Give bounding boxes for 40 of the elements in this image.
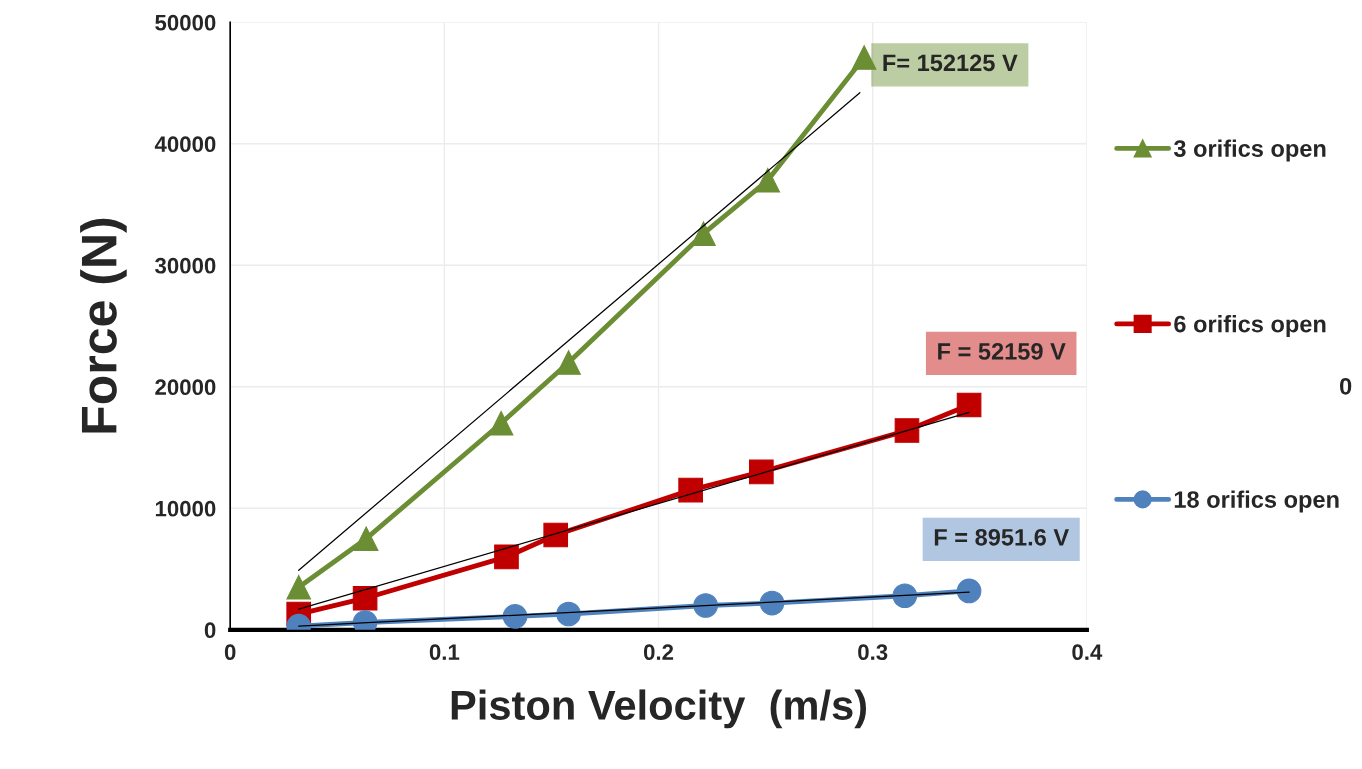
- y-tick-label: 20000: [155, 379, 216, 396]
- point: [851, 45, 877, 70]
- point: [956, 392, 982, 418]
- y-axis-title: Force (N): [80, 218, 127, 433]
- point: [286, 574, 312, 600]
- annotation: F = 8951.6 V: [934, 528, 1069, 546]
- y-tick-label: 10000: [155, 500, 216, 517]
- x-tick-label: 0.2: [643, 644, 674, 661]
- legend-label: 6 orifics open: [1174, 315, 1326, 338]
- point: [749, 459, 774, 485]
- point: [502, 604, 528, 629]
- point: [755, 167, 781, 193]
- y-tick-label: 0: [204, 622, 216, 639]
- point: [352, 585, 378, 611]
- point: [556, 601, 581, 627]
- point: [693, 593, 718, 618]
- y-tick-label: 50000: [155, 14, 216, 31]
- point: [678, 477, 703, 503]
- point: [691, 221, 716, 247]
- y-tick-label: 30000: [155, 257, 216, 274]
- x-tick-label: 0.3: [858, 644, 888, 661]
- point: [759, 590, 785, 616]
- point: [543, 522, 569, 548]
- point: [894, 418, 920, 443]
- point: [488, 410, 514, 436]
- text: 0: [1340, 377, 1352, 395]
- legend-label: 18 orifics open: [1174, 490, 1339, 513]
- x-tick-label: 0: [224, 644, 236, 661]
- point: [353, 526, 379, 552]
- point: [556, 350, 581, 375]
- point: [956, 578, 982, 604]
- x-tick-label: 0.4: [1072, 644, 1103, 661]
- point: [892, 583, 918, 609]
- x-tick-label: 0.1: [429, 644, 460, 661]
- point: [494, 544, 519, 570]
- y-tick-label: 40000: [154, 136, 216, 153]
- x-axis-title: Piston Velocity (m/s): [451, 689, 867, 729]
- annotation: F= 152125 V: [883, 54, 1018, 72]
- legend-label: 3 orifics open: [1173, 139, 1326, 162]
- annotation: F = 52159 V: [938, 343, 1066, 360]
